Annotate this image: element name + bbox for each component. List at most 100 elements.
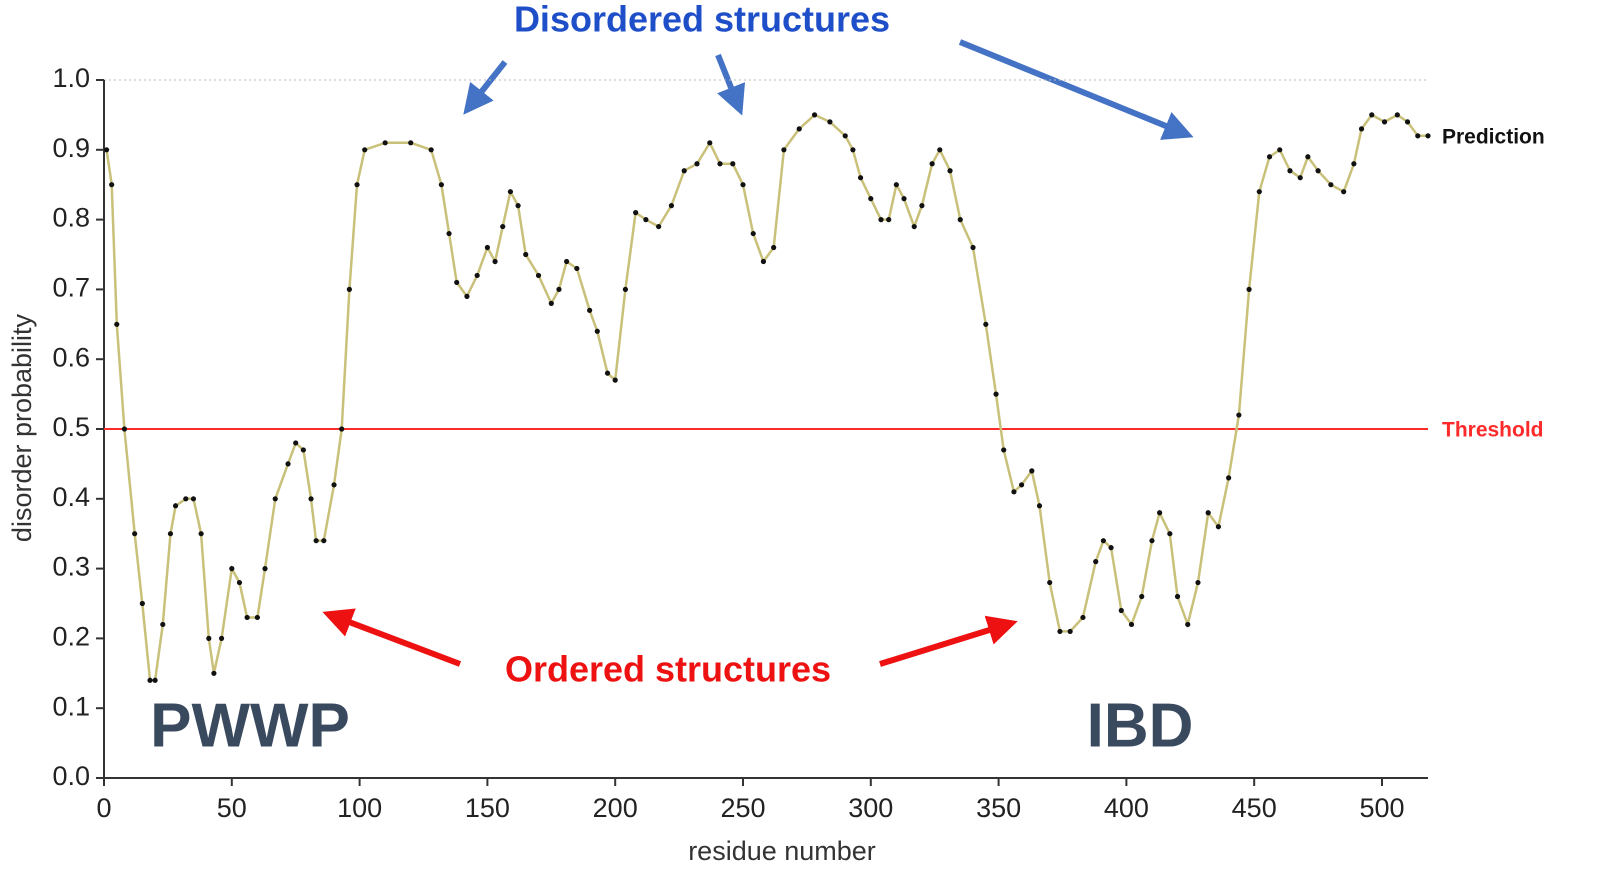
y-tick-label: 0.2 bbox=[52, 622, 90, 652]
point bbox=[293, 440, 299, 446]
point bbox=[633, 210, 639, 216]
y-tick-label: 0.4 bbox=[52, 482, 90, 512]
point bbox=[172, 503, 179, 509]
point bbox=[183, 496, 189, 502]
point bbox=[993, 391, 999, 397]
point bbox=[1266, 154, 1273, 160]
point bbox=[730, 161, 736, 167]
point bbox=[211, 670, 217, 676]
point bbox=[842, 133, 848, 139]
point bbox=[254, 614, 260, 621]
x-tick-label: 250 bbox=[720, 793, 765, 823]
point bbox=[1425, 133, 1431, 139]
point bbox=[668, 203, 675, 209]
point bbox=[1351, 161, 1357, 167]
point bbox=[1328, 182, 1334, 188]
point bbox=[1277, 147, 1283, 153]
y-tick-label: 0.7 bbox=[52, 273, 90, 303]
point bbox=[850, 147, 856, 153]
point bbox=[438, 182, 444, 188]
point bbox=[811, 112, 818, 118]
point bbox=[1226, 475, 1232, 481]
point bbox=[1394, 112, 1400, 118]
point bbox=[587, 307, 593, 313]
point bbox=[1011, 489, 1017, 495]
point bbox=[1358, 126, 1365, 132]
point bbox=[901, 196, 907, 202]
point bbox=[1369, 112, 1375, 118]
x-tick-label: 100 bbox=[337, 793, 382, 823]
point bbox=[1256, 189, 1262, 195]
y-axis-label: disorder probability bbox=[7, 313, 37, 542]
point bbox=[206, 635, 212, 642]
y-tick-label: 0.6 bbox=[52, 342, 90, 372]
point bbox=[1047, 579, 1053, 586]
point bbox=[1001, 447, 1007, 453]
point bbox=[152, 677, 158, 683]
point bbox=[681, 168, 687, 174]
point bbox=[484, 244, 490, 251]
point bbox=[313, 538, 319, 544]
y-tick-label: 0.9 bbox=[52, 133, 90, 163]
x-tick-label: 200 bbox=[593, 793, 638, 823]
point bbox=[781, 147, 787, 153]
point bbox=[339, 426, 345, 432]
y-tick-label: 0.1 bbox=[52, 691, 90, 721]
point bbox=[354, 182, 360, 188]
point bbox=[190, 496, 197, 502]
point bbox=[1315, 168, 1321, 174]
point bbox=[827, 119, 833, 125]
point bbox=[1080, 614, 1086, 621]
point bbox=[1100, 538, 1106, 544]
point bbox=[1381, 119, 1388, 125]
y-tick-label: 0.0 bbox=[52, 761, 90, 791]
point bbox=[474, 272, 480, 279]
point bbox=[454, 279, 460, 286]
point bbox=[937, 147, 943, 153]
point bbox=[1108, 545, 1114, 551]
point bbox=[262, 566, 268, 572]
point bbox=[622, 286, 629, 292]
point bbox=[857, 175, 864, 181]
point bbox=[244, 614, 250, 621]
point bbox=[167, 531, 174, 537]
point bbox=[760, 258, 767, 265]
point bbox=[218, 635, 225, 642]
line bbox=[105, 113, 1428, 682]
point bbox=[492, 258, 498, 265]
x-tick-label: 500 bbox=[1359, 793, 1404, 823]
point bbox=[103, 147, 110, 153]
point bbox=[556, 286, 562, 292]
point bbox=[740, 182, 746, 188]
point bbox=[717, 161, 723, 167]
point bbox=[1128, 621, 1135, 628]
point bbox=[1057, 628, 1063, 635]
point bbox=[362, 147, 368, 153]
x-tick-label: 400 bbox=[1104, 793, 1149, 823]
point bbox=[1287, 168, 1293, 174]
domain-label: IBD bbox=[1087, 691, 1194, 760]
point bbox=[1118, 607, 1124, 614]
point bbox=[1297, 175, 1303, 181]
point bbox=[382, 140, 388, 146]
point bbox=[507, 189, 514, 195]
point bbox=[272, 496, 278, 502]
point bbox=[694, 161, 700, 167]
point bbox=[643, 217, 649, 223]
point bbox=[1018, 482, 1025, 488]
point bbox=[321, 538, 327, 544]
arrow bbox=[715, 53, 746, 116]
point bbox=[331, 482, 337, 488]
point bbox=[535, 272, 542, 279]
point bbox=[1067, 628, 1073, 635]
y-tick-label: 0.5 bbox=[52, 412, 90, 442]
point bbox=[893, 182, 899, 188]
threshold-label: Threshold bbox=[1442, 419, 1544, 442]
point bbox=[1341, 189, 1347, 195]
point bbox=[1246, 286, 1252, 292]
point bbox=[446, 230, 452, 237]
point bbox=[612, 377, 618, 383]
x-tick-label: 450 bbox=[1232, 793, 1277, 823]
point bbox=[604, 370, 611, 376]
point bbox=[878, 217, 884, 223]
